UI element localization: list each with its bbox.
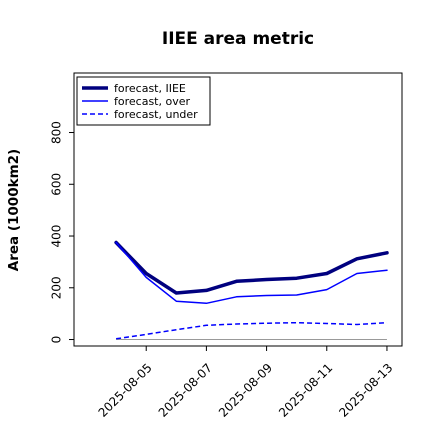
y-tick-label: 800: [50, 121, 64, 144]
x-tick-label: 2025-08-07: [156, 361, 215, 420]
x-tick-label: 2025-08-11: [276, 361, 335, 420]
legend-label: forecast, over: [114, 95, 190, 108]
x-tick-label: 2025-08-13: [336, 361, 395, 420]
series-line-1: [115, 241, 388, 305]
y-tick-label: 200: [50, 276, 64, 299]
legend-label: forecast, IIEE: [114, 82, 186, 95]
x-tick-label: 2025-08-09: [216, 361, 275, 420]
y-tick-label: 0: [50, 336, 64, 344]
series-line-0: [114, 240, 389, 295]
series-line-2: [115, 321, 388, 340]
y-tick-label: 600: [50, 173, 64, 196]
axes-frame: [73, 72, 403, 347]
y-axis-label: Area (1000km2): [6, 149, 22, 271]
x-tick-label: 2025-08-05: [96, 361, 155, 420]
legend-label: forecast, under: [114, 108, 198, 121]
chart-title: IIEE area metric: [162, 29, 314, 49]
y-tick-label: 400: [50, 225, 64, 248]
